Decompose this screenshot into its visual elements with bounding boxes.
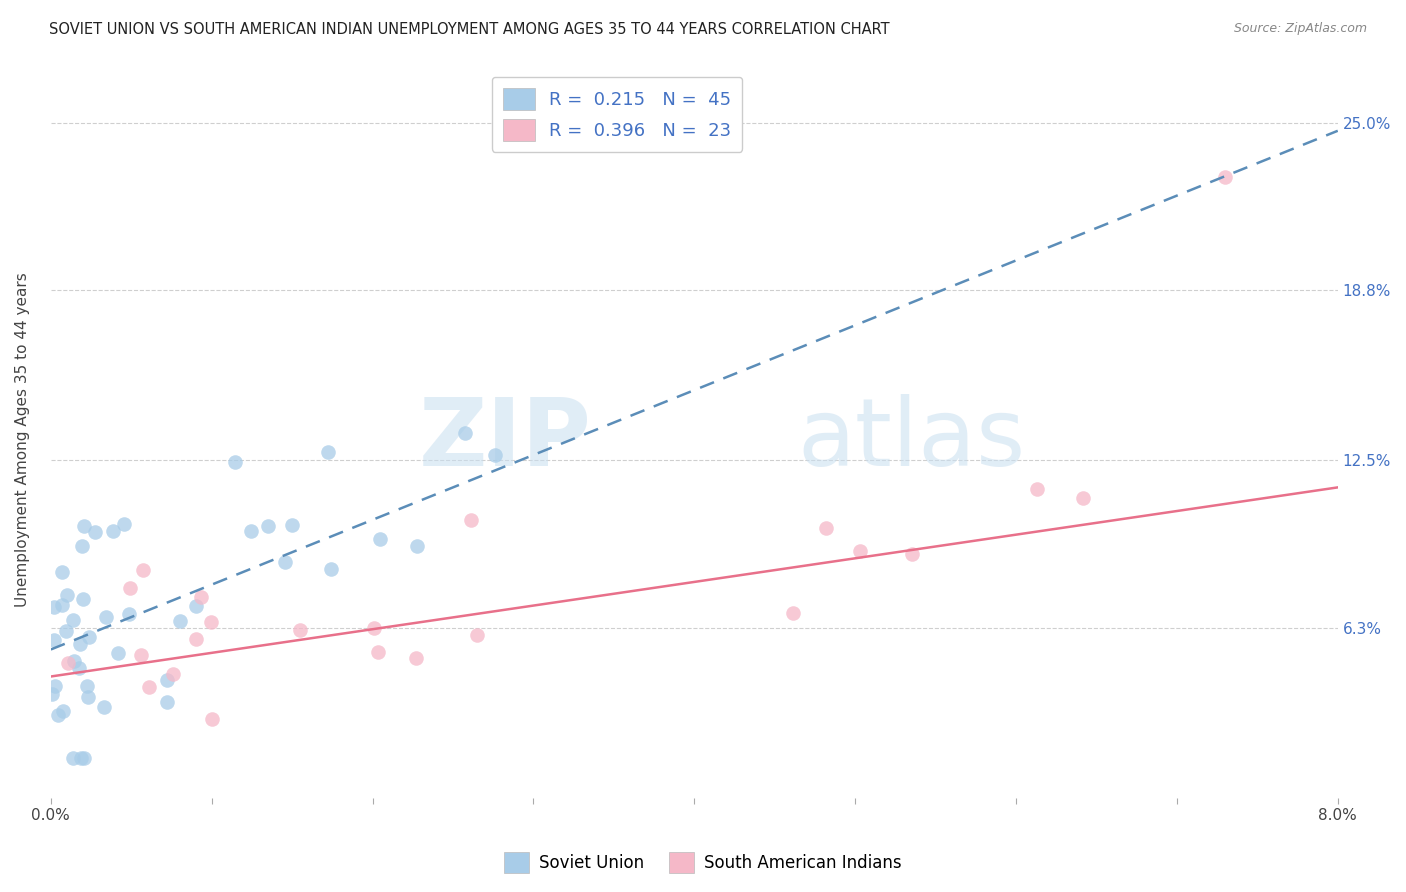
Y-axis label: Unemployment Among Ages 35 to 44 years: Unemployment Among Ages 35 to 44 years xyxy=(15,273,30,607)
Point xyxy=(367,644,389,658)
Point xyxy=(120,581,142,595)
Point xyxy=(72,592,94,607)
Point xyxy=(46,708,69,723)
Text: SOVIET UNION VS SOUTH AMERICAN INDIAN UNEMPLOYMENT AMONG AGES 35 TO 44 YEARS COR: SOVIET UNION VS SOUTH AMERICAN INDIAN UN… xyxy=(49,22,890,37)
Point xyxy=(815,521,838,535)
Point xyxy=(77,690,100,704)
Point xyxy=(67,661,90,675)
Point xyxy=(138,680,160,694)
Point xyxy=(70,750,93,764)
Point xyxy=(84,525,107,540)
Point xyxy=(156,695,179,709)
Point xyxy=(484,448,506,462)
Point xyxy=(224,455,246,469)
Text: atlas: atlas xyxy=(797,394,1025,486)
Text: ZIP: ZIP xyxy=(419,394,592,486)
Point xyxy=(42,632,65,647)
Point xyxy=(460,513,482,527)
Point xyxy=(52,705,75,719)
Point xyxy=(56,588,79,602)
Point xyxy=(101,524,124,538)
Point xyxy=(155,673,177,687)
Point xyxy=(73,519,96,533)
Point xyxy=(319,562,342,576)
Point xyxy=(184,599,207,614)
Point xyxy=(51,565,73,579)
Point xyxy=(467,628,489,642)
Text: Source: ZipAtlas.com: Source: ZipAtlas.com xyxy=(1233,22,1367,36)
Point xyxy=(44,600,66,615)
Legend: R =  0.215   N =  45, R =  0.396   N =  23: R = 0.215 N = 45, R = 0.396 N = 23 xyxy=(492,77,742,152)
Point xyxy=(849,543,872,558)
Point xyxy=(405,539,427,553)
Point xyxy=(363,621,385,635)
Point xyxy=(73,750,96,764)
Point xyxy=(44,679,66,693)
Point xyxy=(94,610,117,624)
Point xyxy=(169,614,191,628)
Legend: Soviet Union, South American Indians: Soviet Union, South American Indians xyxy=(498,846,908,880)
Point xyxy=(405,651,427,665)
Point xyxy=(1073,491,1095,506)
Point xyxy=(118,607,141,621)
Point xyxy=(201,713,224,727)
Point xyxy=(184,632,207,646)
Point xyxy=(782,606,804,620)
Point xyxy=(288,623,311,637)
Point xyxy=(281,518,304,533)
Point xyxy=(200,615,222,630)
Point xyxy=(56,656,79,670)
Point xyxy=(129,648,152,662)
Point xyxy=(107,646,129,660)
Point xyxy=(240,524,263,539)
Point xyxy=(62,750,84,764)
Point xyxy=(1025,483,1047,497)
Point xyxy=(112,517,135,532)
Point xyxy=(62,613,84,627)
Point xyxy=(70,539,93,553)
Point xyxy=(273,555,295,569)
Point xyxy=(368,532,391,546)
Point xyxy=(51,598,73,612)
Point xyxy=(76,679,98,693)
Point xyxy=(77,630,100,644)
Point xyxy=(131,563,153,577)
Point xyxy=(93,699,115,714)
Point xyxy=(454,426,477,441)
Point xyxy=(901,547,924,561)
Point xyxy=(55,624,77,638)
Point xyxy=(41,687,63,701)
Point xyxy=(63,654,86,668)
Point xyxy=(162,667,184,681)
Point xyxy=(69,637,91,651)
Point xyxy=(1213,169,1236,184)
Point xyxy=(190,591,212,605)
Point xyxy=(316,445,339,459)
Point xyxy=(256,519,278,533)
